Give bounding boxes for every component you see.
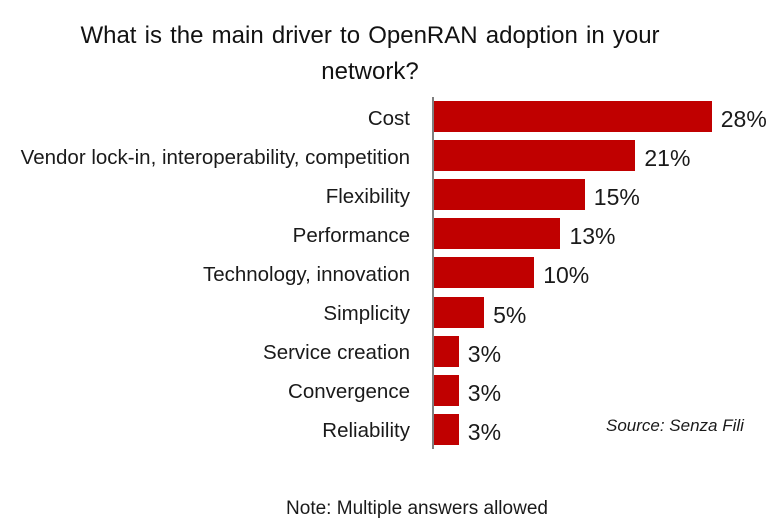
footnote: Note: Multiple answers allowed	[286, 498, 548, 519]
bar	[434, 140, 636, 172]
bar	[434, 179, 585, 211]
value-label: 21%	[644, 145, 691, 172]
value-label: 10%	[543, 262, 590, 289]
value-label: 13%	[569, 223, 616, 250]
category-label: Service creation	[263, 340, 410, 364]
category-label: Flexibility	[325, 184, 410, 208]
value-label: 3%	[467, 418, 502, 445]
source-note: Source: Senza Fili	[606, 416, 744, 435]
bar	[434, 335, 459, 367]
chart-title: What is the main driver to OpenRAN adopt…	[80, 21, 660, 85]
category-label: Technology, innovation	[202, 262, 410, 286]
category-label: Vendor lock-in, interoperability, compet…	[20, 145, 410, 169]
value-label: 15%	[593, 184, 640, 211]
value-label: 5%	[493, 301, 527, 328]
category-label: Simplicity	[323, 301, 410, 325]
category-label: Reliability	[322, 419, 410, 443]
category-label: Convergence	[288, 379, 410, 403]
category-label: Cost	[367, 106, 410, 130]
category-axis-line	[432, 97, 434, 449]
bar	[434, 101, 712, 132]
value-label: 3%	[467, 379, 502, 406]
bar	[434, 374, 459, 406]
bar	[434, 218, 561, 250]
value-label: 3%	[467, 340, 502, 367]
bar	[434, 413, 459, 445]
category-label: Performance	[292, 223, 410, 247]
bar	[434, 296, 485, 328]
value-label: 28%	[720, 106, 767, 132]
bar	[434, 257, 535, 289]
